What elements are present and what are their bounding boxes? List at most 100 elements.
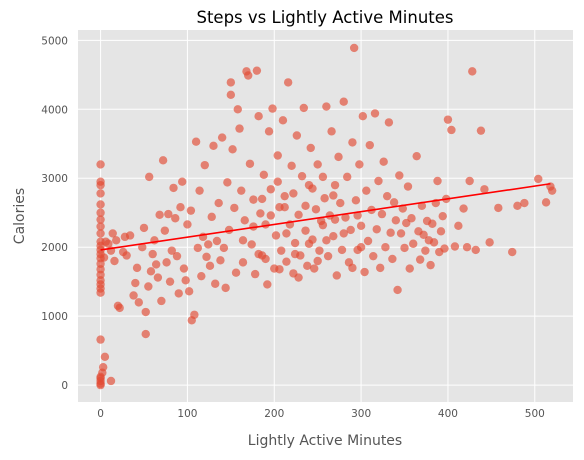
data-point [454, 221, 463, 231]
data-point [96, 229, 105, 238]
y-tick-label: 3000 [41, 173, 68, 185]
data-point [139, 223, 149, 233]
data-point [250, 269, 260, 279]
data-point [98, 362, 108, 372]
data-point [494, 203, 503, 213]
data-point [289, 189, 298, 198]
data-point [393, 285, 402, 295]
data-point [462, 243, 472, 252]
data-point [249, 195, 258, 204]
data-point [257, 194, 267, 204]
data-point [181, 276, 190, 285]
data-point [329, 191, 338, 200]
data-point [271, 231, 281, 240]
data-point [174, 289, 183, 298]
data-point [254, 111, 263, 121]
x-tick-label: 400 [438, 408, 458, 420]
data-point [334, 152, 343, 162]
x-tick-label: 100 [177, 408, 197, 420]
data-point [513, 201, 522, 211]
data-point [322, 236, 331, 245]
data-point [131, 278, 140, 288]
data-point [261, 254, 270, 264]
data-point [263, 280, 272, 289]
data-point [231, 268, 241, 277]
data-point [268, 104, 277, 113]
y-tick-label: 4000 [41, 104, 68, 116]
data-point [226, 78, 236, 87]
data-point [259, 170, 269, 180]
data-point [204, 240, 213, 249]
data-point [440, 244, 449, 253]
data-point [209, 141, 218, 151]
data-point [363, 236, 373, 246]
data-point [191, 137, 201, 146]
data-point [122, 251, 131, 260]
data-point [395, 171, 404, 180]
data-point [403, 182, 413, 191]
scatter-points [96, 43, 557, 390]
data-point [369, 251, 378, 261]
data-point [349, 43, 359, 53]
data-point [480, 185, 489, 194]
data-point [96, 222, 105, 231]
data-point [310, 264, 319, 273]
data-point [238, 258, 248, 267]
data-point [301, 226, 310, 235]
data-point [96, 177, 105, 186]
x-tick-label: 300 [351, 408, 371, 420]
data-point [358, 111, 368, 121]
data-point [219, 243, 229, 253]
data-point [327, 127, 336, 136]
data-point [315, 246, 324, 255]
data-point [132, 263, 142, 273]
data-point [438, 211, 447, 221]
data-point [356, 221, 366, 231]
data-point [138, 243, 147, 252]
data-point [273, 177, 282, 186]
data-point [96, 189, 105, 198]
data-point [313, 160, 322, 169]
data-point [468, 67, 477, 76]
data-point [320, 194, 329, 203]
data-point [100, 352, 110, 362]
data-point [360, 267, 369, 277]
data-point [278, 116, 288, 125]
data-point [318, 172, 328, 182]
data-point [405, 264, 414, 273]
data-point [374, 176, 383, 186]
data-point [323, 251, 333, 261]
data-point [339, 97, 348, 106]
data-point [459, 204, 468, 213]
data-point [450, 242, 460, 251]
data-point [237, 186, 246, 195]
x-tick-label: 500 [525, 408, 545, 420]
y-tick-label: 0 [61, 380, 68, 392]
data-point [155, 210, 164, 219]
data-point [322, 102, 331, 111]
data-point [365, 140, 374, 150]
data-point [266, 211, 275, 220]
data-point [266, 185, 275, 194]
data-point [419, 230, 428, 239]
data-point [436, 227, 446, 236]
y-tick-label: 1000 [41, 311, 68, 323]
data-point [254, 249, 263, 259]
data-point [283, 78, 293, 87]
data-point [471, 245, 480, 255]
data-point [205, 261, 215, 271]
data-point [382, 191, 392, 201]
data-point [217, 133, 227, 142]
data-point [384, 118, 394, 127]
data-point [412, 151, 421, 161]
data-point [226, 90, 236, 100]
data-point [303, 261, 312, 271]
data-point [372, 225, 381, 234]
data-point [348, 263, 357, 273]
data-point [178, 177, 187, 186]
data-point [129, 291, 138, 300]
data-point [96, 208, 105, 217]
data-point [141, 307, 150, 317]
y-tick-label: 5000 [41, 35, 68, 47]
data-point [235, 124, 244, 133]
